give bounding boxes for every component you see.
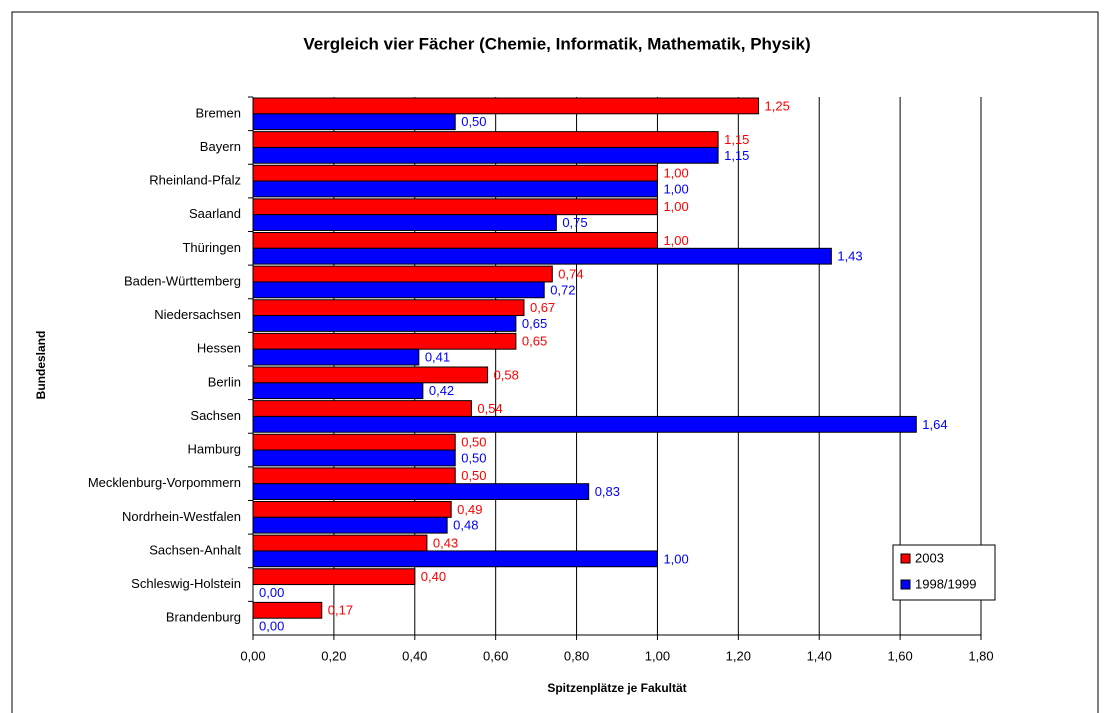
data-label: 0,54: [477, 401, 502, 416]
data-label: 0,50: [461, 468, 486, 483]
data-label: 0,74: [558, 266, 583, 281]
y-tick-label: Schleswig-Holstein: [131, 576, 241, 591]
bar: [252, 467, 456, 485]
bar: [252, 131, 719, 148]
bar: [252, 366, 489, 384]
data-label: 0,00: [259, 619, 284, 634]
x-tick-label: 1,80: [968, 648, 993, 663]
bar: [252, 516, 448, 534]
data-label: 0,50: [461, 450, 486, 465]
data-label: 0,65: [522, 334, 547, 349]
data-label: 1,15: [724, 148, 749, 163]
x-tick-label: 0,00: [240, 648, 265, 663]
bar: [252, 601, 323, 619]
data-label: 0,48: [453, 518, 478, 533]
data-label: 1,64: [922, 417, 947, 432]
bar: [252, 198, 658, 216]
data-label: 0,75: [562, 215, 587, 230]
y-tick-label: Saarland: [189, 206, 241, 221]
data-label: 0,43: [433, 535, 458, 550]
chart-frame: [11, 11, 1099, 713]
data-label: 0,41: [425, 350, 450, 365]
bar: [252, 501, 452, 518]
bar: [252, 433, 456, 451]
y-tick-label: Berlin: [208, 374, 241, 389]
bar: [252, 232, 658, 249]
bar: [252, 315, 517, 332]
x-tick-label: 1,20: [726, 648, 751, 663]
bar: [252, 299, 525, 317]
bar: [252, 534, 428, 552]
bar: [252, 382, 424, 400]
bar: [252, 180, 658, 198]
bar: [252, 332, 517, 350]
data-label: 0,50: [461, 435, 486, 450]
x-tick-label: 0,40: [402, 648, 427, 663]
y-tick-label: Niedersachsen: [154, 307, 241, 322]
data-label: 1,00: [663, 166, 688, 181]
data-label: 0,50: [461, 114, 486, 129]
legend-label: 2003: [915, 550, 944, 565]
bar: [252, 214, 557, 231]
chart-title: Vergleich vier Fächer (Chemie, Informati…: [303, 34, 810, 53]
data-label: 1,00: [663, 233, 688, 248]
bar: [252, 146, 719, 164]
legend-swatch: [900, 579, 911, 590]
y-tick-label: Baden-Württemberg: [124, 273, 241, 288]
x-tick-label: 0,60: [483, 648, 508, 663]
y-tick-label: Brandenburg: [166, 610, 241, 625]
data-label: 1,00: [663, 551, 688, 566]
bar: [252, 400, 472, 417]
data-label: 1,25: [765, 98, 790, 113]
bar: [252, 281, 545, 299]
y-tick-label: Bayern: [200, 139, 241, 154]
x-axis-title: Spitzenplätze je Fakultät: [547, 681, 686, 695]
x-tick-label: 0,20: [321, 648, 346, 663]
bar: [252, 550, 658, 568]
y-tick-label: Hamburg: [188, 442, 241, 457]
bar: [252, 164, 658, 182]
data-label: 0,49: [457, 502, 482, 517]
legend-swatch: [900, 553, 911, 564]
bar: [252, 348, 420, 366]
y-tick-label: Sachsen-Anhalt: [149, 542, 241, 557]
x-tick-label: 1,60: [887, 648, 912, 663]
x-tick-label: 1,40: [807, 648, 832, 663]
x-tick-label: 1,00: [645, 648, 670, 663]
bar: [252, 97, 760, 115]
data-label: 0,58: [494, 367, 519, 382]
data-label: 0,83: [595, 484, 620, 499]
data-label: 1,15: [724, 132, 749, 147]
data-label: 0,67: [530, 300, 555, 315]
y-tick-label: Sachsen: [190, 408, 241, 423]
data-label: 0,65: [522, 316, 547, 331]
bar: [252, 113, 456, 131]
x-tick-label: 0,80: [564, 648, 589, 663]
data-label: 0,17: [328, 603, 353, 618]
bar: [252, 247, 832, 265]
data-label: 0,42: [429, 383, 454, 398]
data-label: 1,00: [663, 199, 688, 214]
data-label: 0,72: [550, 282, 575, 297]
y-tick-label: Hessen: [197, 341, 241, 356]
data-label: 1,00: [663, 181, 688, 196]
data-label: 1,43: [837, 249, 862, 264]
legend-label: 1998/1999: [915, 576, 976, 591]
y-tick-label: Thüringen: [182, 240, 241, 255]
y-axis-title: Bundesland: [34, 331, 48, 400]
y-tick-label: Rheinland-Pfalz: [149, 173, 241, 188]
data-label: 0,40: [421, 569, 446, 584]
y-tick-label: Bremen: [195, 105, 241, 120]
data-label: 0,00: [259, 585, 284, 600]
legend: [892, 544, 996, 601]
bar: [252, 449, 456, 467]
y-tick-label: Mecklenburg-Vorpommern: [88, 475, 241, 490]
y-tick-label: Nordrhein-Westfalen: [122, 509, 241, 524]
bar: [252, 265, 553, 283]
bar: [252, 415, 917, 433]
bar: [252, 483, 590, 500]
bar: [252, 568, 416, 586]
